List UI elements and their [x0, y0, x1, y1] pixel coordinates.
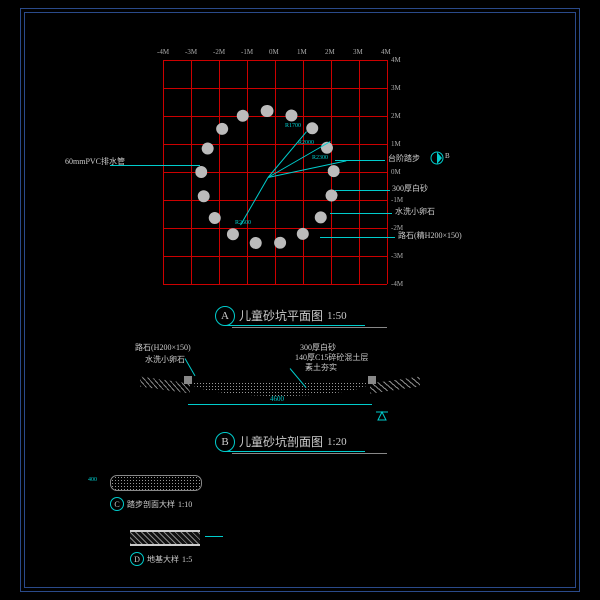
radial-dim: R2300	[312, 155, 328, 161]
title-underline	[232, 327, 387, 328]
grid-line-h	[163, 256, 387, 257]
axis-label-y: 4M	[391, 56, 401, 64]
axis-label-y: 0M	[391, 168, 401, 176]
cross-section: 4600	[140, 360, 420, 410]
bubble-c: C	[110, 497, 124, 511]
label-pipe: 60mmPVC排水管	[65, 156, 125, 167]
section-view: 4600 路石(H200×150) 水洗小卵石 300厚白砂 140厚C15碎砼…	[140, 360, 420, 410]
leader	[335, 190, 390, 191]
detail-c: 400 C 踏步剖面大样 1:10	[110, 475, 270, 511]
bubble-b: B	[215, 432, 235, 452]
axis-label-y: 2M	[391, 112, 401, 120]
axis-label-x: 3M	[353, 48, 363, 56]
title-b: B 儿童砂坑剖面图 1:20	[215, 432, 347, 452]
curb-left	[184, 376, 192, 384]
ground-hatch-right	[370, 376, 420, 393]
axis-label-y: -3M	[391, 252, 403, 260]
title-d-text: 地基大样	[147, 554, 179, 565]
leader	[330, 213, 392, 214]
sand-fill	[190, 382, 370, 396]
bubble-d: D	[130, 552, 144, 566]
label-steps: 台阶踏步	[388, 153, 420, 164]
axis-label-x: 4M	[381, 48, 391, 56]
leader	[320, 237, 395, 238]
title-a-scale: 1:50	[327, 310, 347, 322]
detail-d-dim	[205, 536, 223, 537]
detail-c-body	[110, 475, 202, 491]
width-dim	[188, 404, 372, 405]
title-b-text: 儿童砂坑剖面图	[239, 433, 323, 452]
sec-label-compact: 素土夯实	[305, 362, 337, 373]
grid-line-h	[163, 284, 387, 285]
axis-label-y: -4M	[391, 280, 403, 288]
title-b-scale: 1:20	[327, 436, 347, 448]
width-dim-text: 4600	[270, 395, 284, 403]
radial-dim: R1700	[285, 123, 301, 129]
grid-line-h	[163, 60, 387, 61]
grid-line-v	[387, 60, 388, 284]
axis-label-y: -1M	[391, 196, 403, 204]
plan-view: -4M-3M-2M-1M0M1M2M3M4M4M3M2M1M0M-1M-2M-3…	[120, 45, 430, 300]
level-icon	[374, 408, 390, 424]
leader	[335, 160, 385, 161]
bubble-a: A	[215, 306, 235, 326]
detail-d-body	[130, 530, 200, 546]
section-tag: B	[445, 152, 450, 160]
title-c-text: 踏步剖面大样	[127, 499, 175, 510]
label-cobble: 水洗小卵石	[395, 206, 435, 217]
section-marker-b	[430, 151, 444, 165]
axis-label-x: 2M	[325, 48, 335, 56]
axis-label-x: -4M	[157, 48, 169, 56]
radial-dim: R2000	[298, 140, 314, 146]
grid-line-h	[163, 88, 387, 89]
detail-d: D 地基大样 1:5	[130, 530, 250, 566]
sec-label-cobble: 水洗小卵石	[145, 354, 185, 365]
title-a: A 儿童砂坑平面图 1:50	[215, 306, 347, 326]
sec-label-curb: 路石(H200×150)	[135, 342, 191, 353]
axis-label-x: 0M	[269, 48, 279, 56]
axis-label-y: 1M	[391, 140, 401, 148]
axis-label-x: -3M	[185, 48, 197, 56]
label-curb: 路石(精H200×150)	[398, 230, 462, 241]
axis-label-x: 1M	[297, 48, 307, 56]
title-a-text: 儿童砂坑平面图	[239, 307, 323, 326]
radial-dim: R2600	[235, 220, 251, 226]
title-c-scale: 1:10	[178, 500, 192, 509]
axis-label-x: -2M	[213, 48, 225, 56]
label-sand: 300厚白砂	[392, 183, 428, 194]
curb-right	[368, 376, 376, 384]
detail-c-dim: 400	[88, 477, 97, 483]
title-d-scale: 1:5	[182, 555, 192, 564]
axis-label-x: -1M	[241, 48, 253, 56]
drawing-page: -4M-3M-2M-1M0M1M2M3M4M4M3M2M1M0M-1M-2M-3…	[0, 0, 600, 600]
ground-hatch-left	[140, 376, 190, 393]
axis-label-y: 3M	[391, 84, 401, 92]
title-underline	[232, 453, 387, 454]
